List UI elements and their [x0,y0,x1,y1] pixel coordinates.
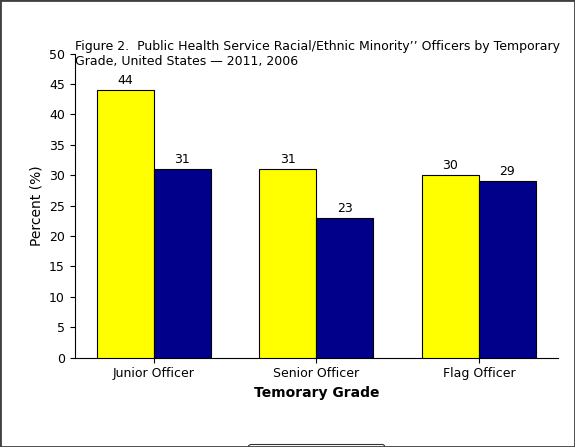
Bar [259,169,316,358]
Text: 44: 44 [117,74,133,87]
Bar [154,169,210,358]
Text: 30: 30 [443,159,458,172]
Text: 29: 29 [500,165,515,178]
Bar [422,175,479,358]
Text: 31: 31 [280,153,296,166]
Text: 23: 23 [337,202,352,215]
Bar [97,90,154,358]
Text: 31: 31 [174,153,190,166]
X-axis label: Temorary Grade: Temorary Grade [254,386,379,400]
Legend: 2011, 2006: 2011, 2006 [248,444,384,447]
Bar [316,218,373,358]
Y-axis label: Percent (%): Percent (%) [29,165,44,246]
Bar [479,181,536,358]
Text: Figure 2.  Public Health Service Racial/Ethnic Minority’’ Officers by Temporary
: Figure 2. Public Health Service Racial/E… [75,40,559,68]
